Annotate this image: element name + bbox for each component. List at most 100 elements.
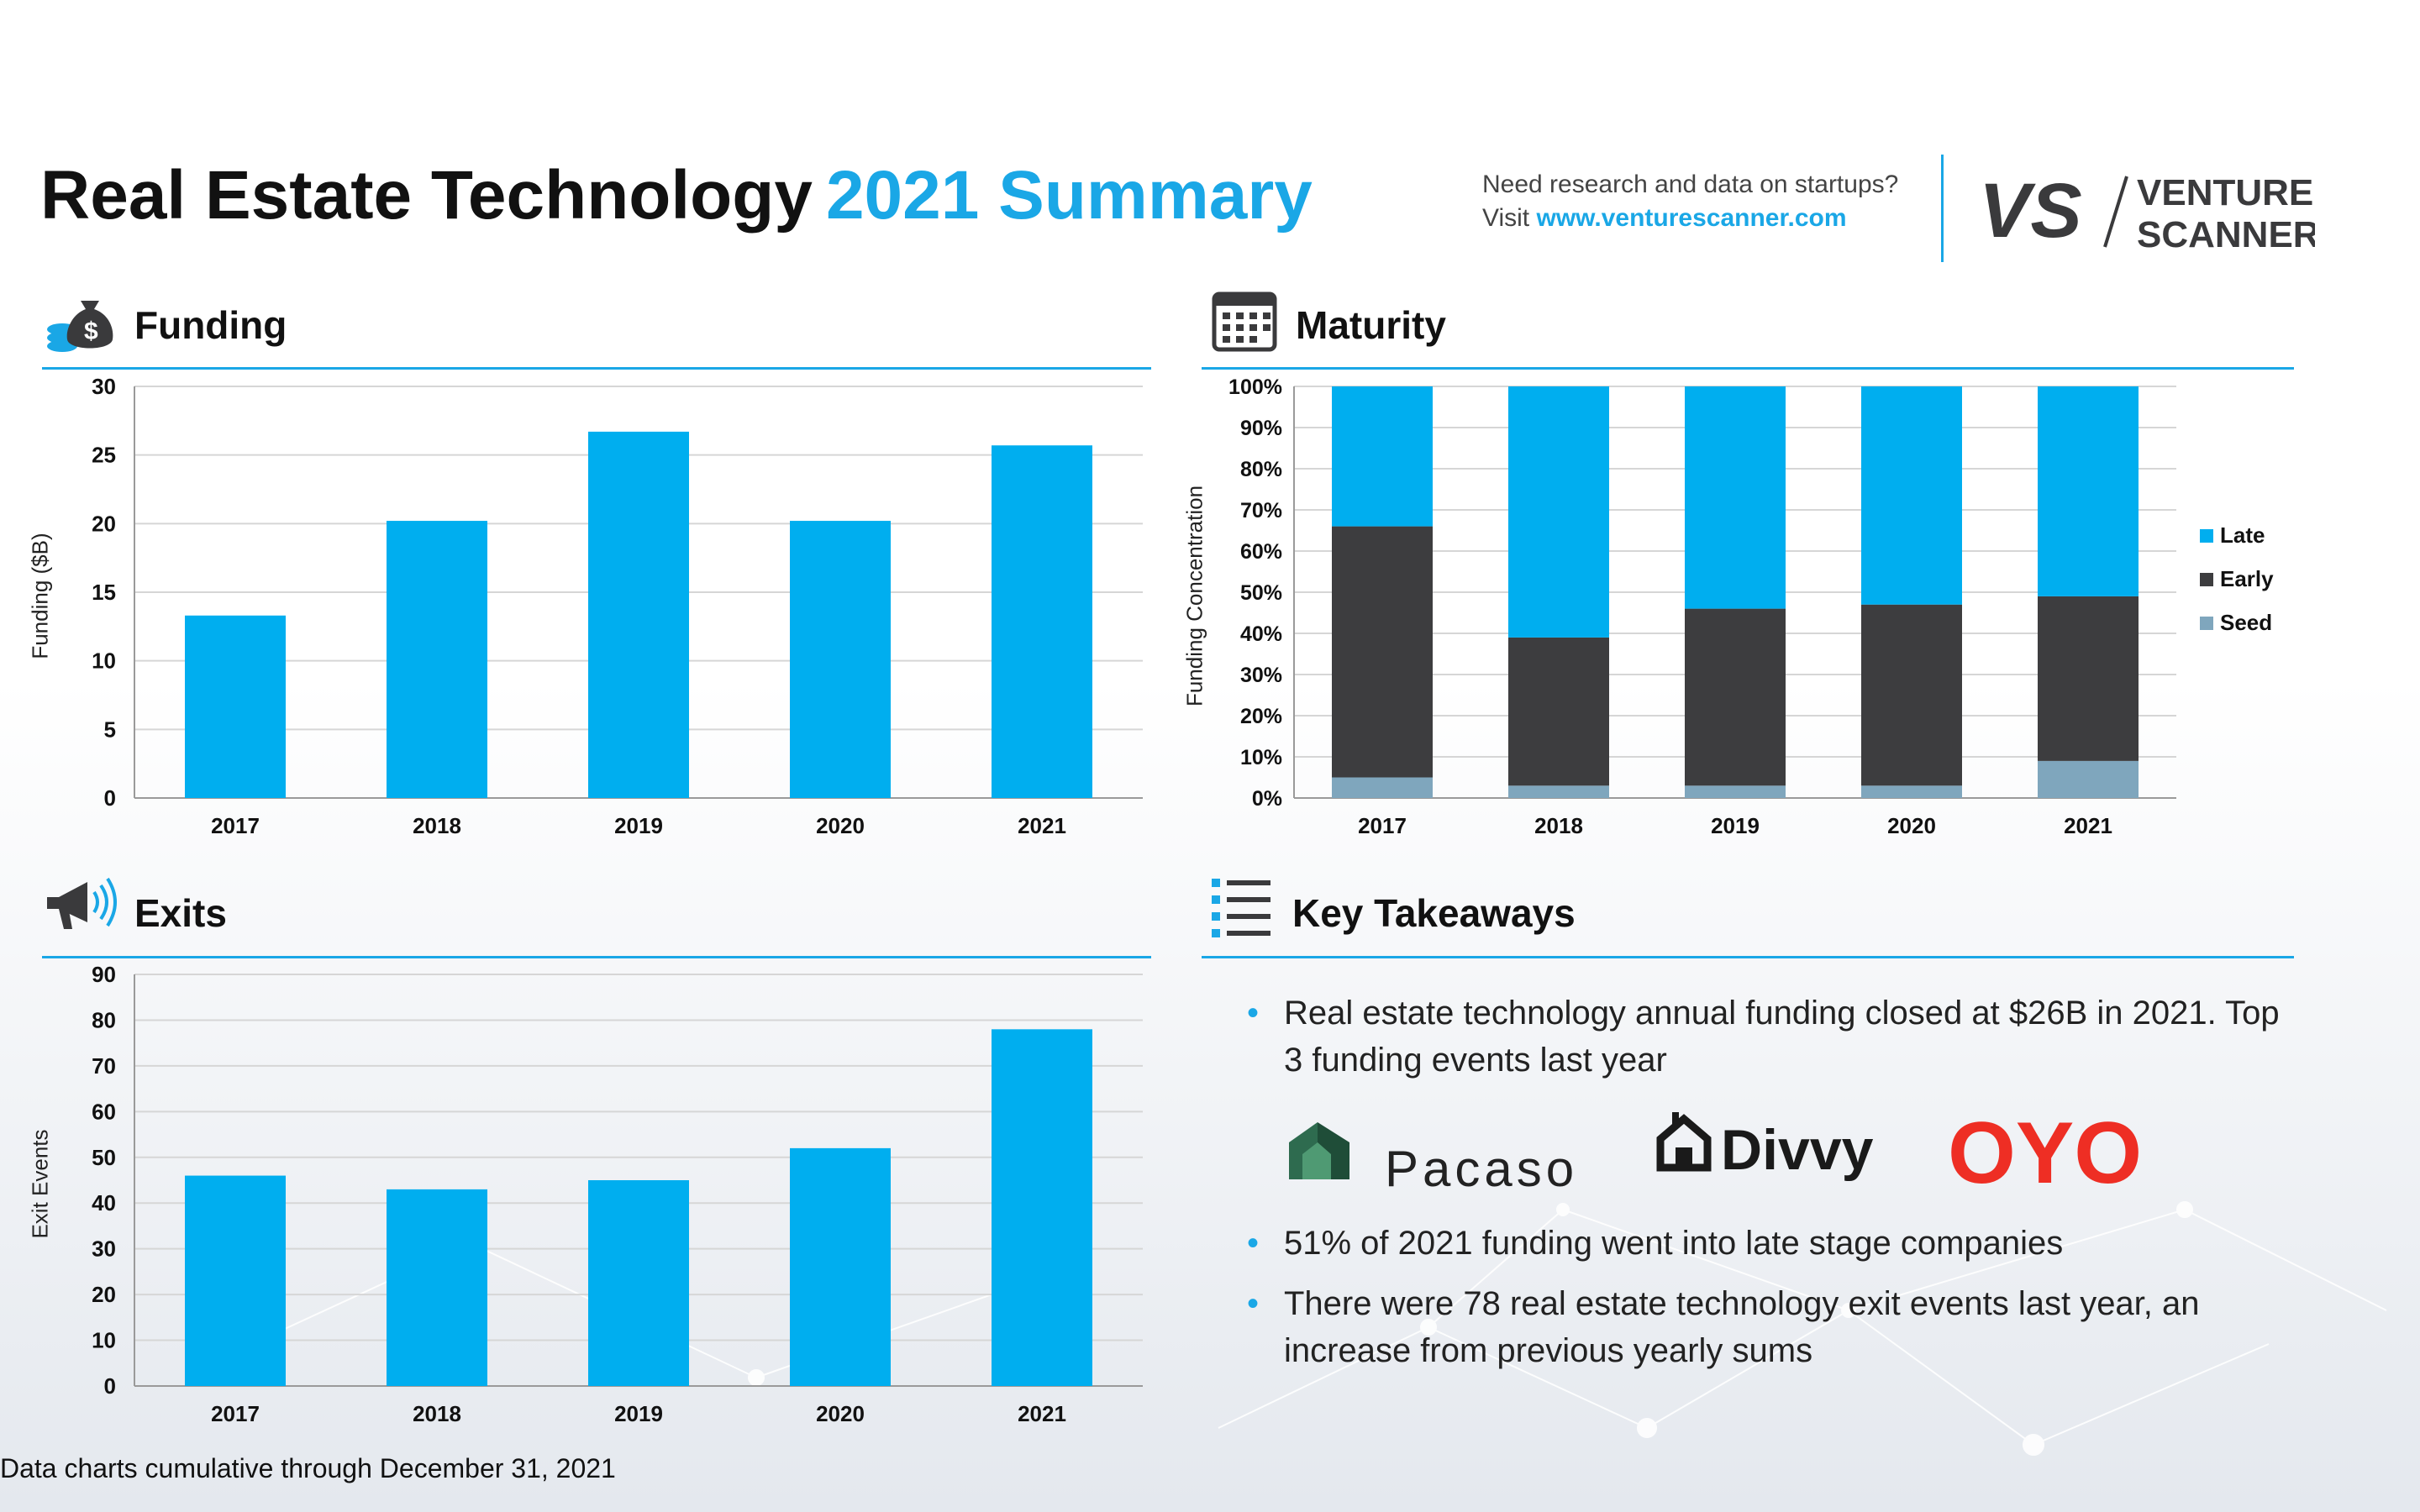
section-title-funding: Funding [134,303,287,347]
x-tick-label: 2017 [211,1401,260,1426]
divvy-text: Divvy [1721,1118,1874,1182]
y-tick-label: 70% [1240,499,1282,522]
bar-2018 [387,1189,487,1386]
y-tick-label: 80% [1240,458,1282,481]
bar-seed-2017 [1332,777,1433,798]
takeaway-item: • 51% of 2021 funding went into late sta… [1247,1220,2306,1267]
svg-text:$: $ [84,318,98,345]
bar-2020 [790,521,891,798]
pacaso-logo: Pacaso [1289,1122,1578,1197]
promo-text: Need research and data on startups? Visi… [1482,168,1898,235]
bar-2018 [387,521,487,798]
logo-line1: VENTURE [2137,172,2313,213]
y-tick-label: 40% [1240,622,1282,646]
bar-late-2020 [1861,386,1962,605]
takeaway-text-1: Real estate technology annual funding cl… [1284,995,2280,1079]
y-tick-label: 5 [104,717,116,742]
y-tick-label: 25 [92,443,116,468]
x-tick-label: 2021 [2064,813,2112,838]
takeaway-text-3: There were 78 real estate technology exi… [1284,1285,2200,1369]
legend-swatch-late [2200,529,2213,543]
bar-2019 [588,1180,689,1386]
y-tick-label: 15 [92,580,116,605]
money-bag-icon: $ [47,301,113,352]
venturescanner-link[interactable]: www.venturescanner.com [1536,204,1847,232]
promo-visit: Visit [1482,204,1530,232]
bar-seed-2020 [1861,785,1962,798]
funding-y-axis-title: Funding ($B) [27,533,53,659]
section-rule-maturity [1202,367,2294,370]
y-tick-label: 20% [1240,705,1282,728]
bar-2019 [588,431,689,798]
y-tick-label: 90 [92,962,116,987]
y-tick-label: 10 [92,1328,116,1353]
bar-late-2018 [1508,386,1609,638]
bullet-icon: • [1247,995,1260,1032]
page-title: Real Estate Technology 2021 Summary [40,156,1313,235]
bar-seed-2019 [1685,785,1786,798]
title-accent: 2021 Summary [825,157,1313,234]
divvy-logo: Divvy [1656,1112,1874,1182]
oyo-text: OYO [1948,1105,2142,1202]
bullet-icon: • [1247,1225,1260,1262]
bar-early-2021 [2038,596,2139,761]
y-tick-label: 20 [92,511,116,536]
x-tick-label: 2019 [614,1401,663,1426]
section-rule-exits [42,956,1151,958]
bar-late-2017 [1332,386,1433,527]
y-tick-label: 100% [1228,375,1282,399]
takeaway-item: • There were 78 real estate technology e… [1247,1280,2306,1374]
y-tick-label: 20 [92,1282,116,1307]
pacaso-text: Pacaso [1385,1141,1578,1197]
y-tick-label: 0 [104,785,116,811]
y-tick-label: 40 [92,1190,116,1215]
legend-swatch-seed [2200,617,2213,630]
y-tick-label: 10 [92,648,116,674]
legend-label-early: Early [2220,566,2274,591]
bar-2020 [790,1147,891,1386]
x-tick-label: 2021 [1018,1401,1066,1426]
y-tick-label: 30% [1240,664,1282,687]
y-tick-label: 70 [92,1053,116,1079]
logo-line2: SCANNER [2137,214,2315,255]
legend-label-late: Late [2220,522,2265,548]
x-tick-label: 2017 [211,813,260,838]
y-tick-label: 50 [92,1145,116,1170]
y-tick-label: 10% [1240,746,1282,769]
section-title-maturity: Maturity [1296,303,1446,347]
bar-early-2018 [1508,637,1609,786]
calendar-icon [1212,291,1277,352]
takeaway-text-2: 51% of 2021 funding went into late stage… [1284,1225,2064,1262]
maturity-chart: 0% 10% 20% 30% 40% 50% 60% 70% 80% 90% 100% 2017 201… [1228,375,2274,838]
title-main: Real Estate Technology [40,157,813,234]
section-title-exits: Exits [134,891,227,935]
bar-early-2019 [1685,608,1786,786]
top-funding-logos: Pacaso Divvy OYO [1284,1097,2306,1215]
logo-mark: VS [1979,168,2082,254]
venture-scanner-logo: VS VENTURE SCANNER [1979,168,2315,255]
legend-label-seed: Seed [2220,610,2272,635]
promo-line: Need research and data on startups? [1482,171,1899,198]
y-tick-label: 30 [92,374,116,399]
bar-2021 [992,445,1092,798]
exits-chart: 0 10 20 30 40 50 60 70 80 90 2017 2018 2019 2020 2021 [92,962,1143,1426]
bar-early-2017 [1332,526,1433,778]
header-divider [1941,155,1944,262]
x-tick-label: 2017 [1358,813,1407,838]
oyo-logo: OYO [1948,1105,2142,1202]
x-tick-label: 2021 [1018,813,1066,838]
legend-swatch-early [2200,573,2213,586]
bar-2017 [185,1175,286,1386]
exits-y-axis-title: Exit Events [27,1129,53,1239]
bar-2017 [185,615,286,798]
y-tick-label: 0 [104,1373,116,1399]
bar-late-2019 [1685,386,1786,609]
funding-chart: 0 5 10 15 20 25 30 2017 2018 2019 2020 2021 [92,374,1143,838]
x-tick-label: 2020 [816,813,865,838]
y-tick-label: 90% [1240,417,1282,440]
y-tick-label: 80 [92,1007,116,1032]
x-tick-label: 2020 [1887,813,1936,838]
x-tick-label: 2019 [614,813,663,838]
footnote: Data charts cumulative through December … [0,1453,616,1483]
y-tick-label: 30 [92,1236,116,1262]
